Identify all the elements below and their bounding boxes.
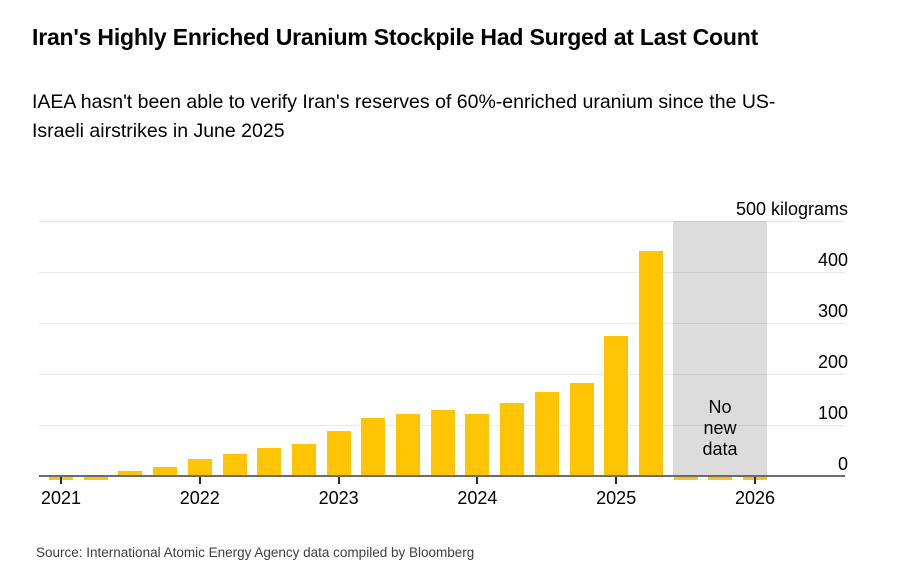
bar	[534, 391, 559, 476]
x-axis-line	[39, 474, 845, 477]
no-data-band	[673, 220, 767, 476]
bar	[361, 417, 386, 476]
bar	[638, 250, 663, 476]
y-axis-unit-label: 500 kilograms	[735, 198, 848, 219]
x-axis-tick-2021	[60, 476, 62, 484]
bar	[396, 413, 420, 476]
x-axis-label-2022: 2022	[179, 488, 220, 508]
gridline-500	[39, 220, 845, 222]
x-axis-label-2021: 2021	[40, 488, 82, 508]
bar	[187, 459, 212, 476]
x-axis-label-2023: 2023	[318, 488, 359, 508]
bar	[118, 470, 143, 476]
x-axis-tick-2022	[198, 476, 201, 484]
x-axis-label-2024: 2024	[457, 488, 498, 508]
bar	[500, 403, 525, 476]
x-axis-tick-2023	[337, 476, 340, 484]
bar	[604, 335, 629, 476]
y-axis-label-400: 400	[817, 249, 848, 270]
gridline-300	[39, 322, 845, 325]
bar	[465, 413, 490, 476]
bar	[569, 382, 594, 476]
x-axis-tick-2024	[476, 476, 479, 484]
gridline-200	[39, 373, 845, 376]
bar-no-data	[673, 477, 698, 480]
chart-title: Iran's Highly Enriched Uranium Stockpile…	[32, 24, 759, 50]
bar	[222, 453, 247, 476]
x-axis-tick-2026	[754, 476, 756, 484]
source-credit: Source: International Atomic Energy Agen…	[36, 545, 475, 560]
bar	[153, 466, 178, 476]
bar	[257, 447, 282, 476]
bar-no-data	[708, 477, 733, 480]
bar	[291, 444, 316, 476]
y-axis-label-300: 300	[817, 300, 848, 321]
gridline-400	[39, 271, 845, 274]
y-axis-label-100: 100	[817, 402, 848, 423]
bar	[83, 477, 108, 480]
y-axis-label-200: 200	[817, 351, 848, 372]
x-axis-label-2025: 2025	[596, 488, 637, 508]
chart-subtitle: IAEA hasn't been able to verify Iran's r…	[32, 91, 776, 142]
no-new-data-annotation: No new data	[702, 397, 738, 459]
bar	[326, 431, 351, 476]
x-axis-tick-2025	[615, 476, 618, 484]
bar	[430, 410, 455, 476]
y-axis-label-0: 0	[837, 454, 848, 474]
x-axis-label-2026: 2026	[734, 488, 776, 508]
